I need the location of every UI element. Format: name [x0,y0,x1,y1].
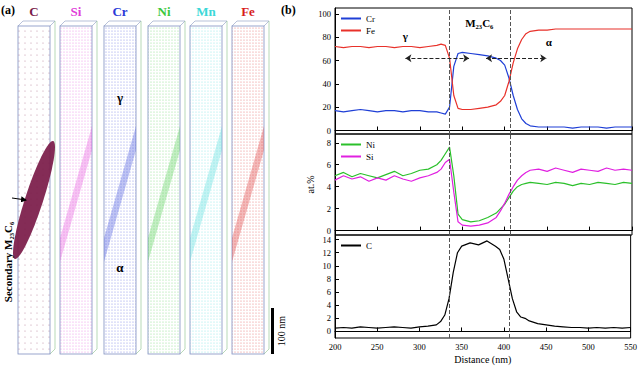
svg-text:γ: γ [116,90,123,105]
svg-text:450: 450 [540,342,553,352]
svg-text:(b): (b) [281,3,296,17]
svg-text:(a): (a) [1,3,15,17]
svg-text:10: 10 [323,261,332,271]
svg-text:100: 100 [318,9,331,19]
svg-text:8: 8 [327,274,331,284]
svg-text:0: 0 [327,126,331,136]
svg-text:400: 400 [498,342,511,352]
svg-text:300: 300 [413,342,426,352]
svg-text:Mn: Mn [196,4,216,19]
svg-text:2: 2 [327,313,331,323]
svg-text:20: 20 [323,102,332,112]
svg-text:4: 4 [327,300,332,310]
svg-text:60: 60 [323,56,332,66]
svg-text:80: 80 [323,32,332,42]
svg-text:Fe: Fe [366,26,375,36]
svg-text:14: 14 [323,235,332,245]
svg-text:8: 8 [327,138,331,148]
svg-text:500: 500 [582,342,595,352]
svg-text:Ni: Ni [158,4,171,19]
svg-text:6: 6 [327,160,331,170]
svg-text:550: 550 [624,342,637,352]
svg-text:Cr: Cr [112,4,127,19]
svg-text:40: 40 [323,79,332,89]
svg-text:α: α [546,36,553,48]
svg-text:0: 0 [326,225,331,236]
svg-text:2: 2 [327,204,331,214]
svg-text:C: C [29,4,38,19]
svg-text:Distance (nm): Distance (nm) [454,354,511,366]
svg-text:350: 350 [455,342,468,352]
svg-text:C: C [366,241,372,251]
svg-text:Fe: Fe [241,4,255,19]
svg-text:6: 6 [327,287,331,297]
svg-text:Ni: Ni [366,140,375,150]
svg-text:Si: Si [71,4,82,19]
svg-text:100 nm: 100 nm [276,316,287,347]
svg-text:250: 250 [371,342,384,352]
svg-text:Secondary M₂₃C₆: Secondary M₂₃C₆ [2,221,14,302]
svg-text:200: 200 [329,342,342,352]
svg-text:12: 12 [323,248,332,258]
svg-text:M₂₃C₆: M₂₃C₆ [465,17,494,29]
svg-text:Cr: Cr [366,14,375,24]
svg-text:Si: Si [366,152,374,162]
svg-text:γ: γ [402,30,408,42]
svg-text:0: 0 [327,326,331,336]
svg-text:4: 4 [327,182,332,192]
svg-text:at.%: at.% [305,175,316,193]
svg-text:α: α [116,260,124,275]
